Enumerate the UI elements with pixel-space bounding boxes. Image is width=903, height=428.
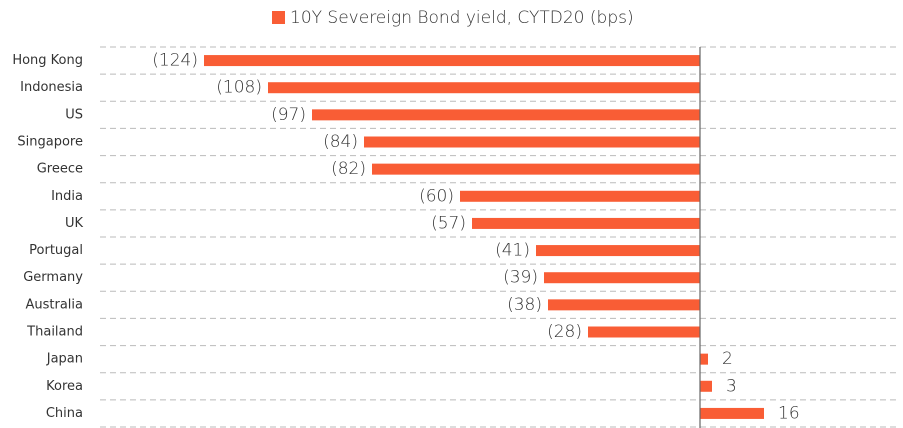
- data-label: 16: [778, 403, 800, 423]
- data-label: (82): [331, 159, 366, 179]
- data-label: 2: [722, 349, 733, 369]
- legend-label: 10Y Severeign Bond yield, CYTD20 (bps): [290, 8, 634, 28]
- data-label: 3: [726, 376, 737, 396]
- data-label: (97): [271, 105, 306, 125]
- y-tick-label: Germany: [23, 270, 83, 285]
- bar: [548, 299, 700, 311]
- y-tick-label: China: [46, 406, 83, 421]
- data-label: (38): [507, 295, 542, 315]
- y-tick-label: Hong Kong: [12, 53, 83, 68]
- y-tick-label: UK: [65, 216, 84, 231]
- data-label: (57): [431, 213, 466, 233]
- data-label: (60): [419, 186, 454, 206]
- bar: [460, 190, 700, 202]
- bar: [700, 353, 708, 365]
- bar: [364, 136, 700, 148]
- y-tick-label: US: [65, 107, 83, 122]
- data-label: (108): [216, 78, 262, 98]
- data-label: (39): [503, 268, 538, 288]
- bar: [700, 380, 712, 392]
- y-tick-label: Thailand: [26, 325, 83, 340]
- bar: [312, 109, 700, 121]
- data-label: (124): [152, 51, 198, 71]
- y-tick-label: Portugal: [29, 243, 83, 258]
- data-label: (28): [547, 322, 582, 342]
- bar: [544, 272, 700, 284]
- y-tick-label: Korea: [46, 379, 83, 394]
- y-tick-label: Australia: [25, 297, 83, 312]
- bar: [472, 217, 700, 229]
- bar: [268, 82, 700, 94]
- bar: [700, 407, 764, 419]
- y-tick-label: Indonesia: [20, 80, 83, 95]
- bar: [588, 326, 700, 338]
- bar: [536, 245, 700, 257]
- legend-swatch: [272, 11, 285, 24]
- bar: [204, 55, 700, 67]
- data-label: (41): [495, 241, 530, 261]
- bar: [372, 163, 700, 175]
- y-tick-label: Singapore: [17, 135, 83, 150]
- data-label: (84): [323, 132, 358, 152]
- y-tick-label: Greece: [37, 162, 83, 177]
- y-tick-label: Japan: [46, 352, 83, 367]
- y-tick-label: India: [51, 189, 83, 204]
